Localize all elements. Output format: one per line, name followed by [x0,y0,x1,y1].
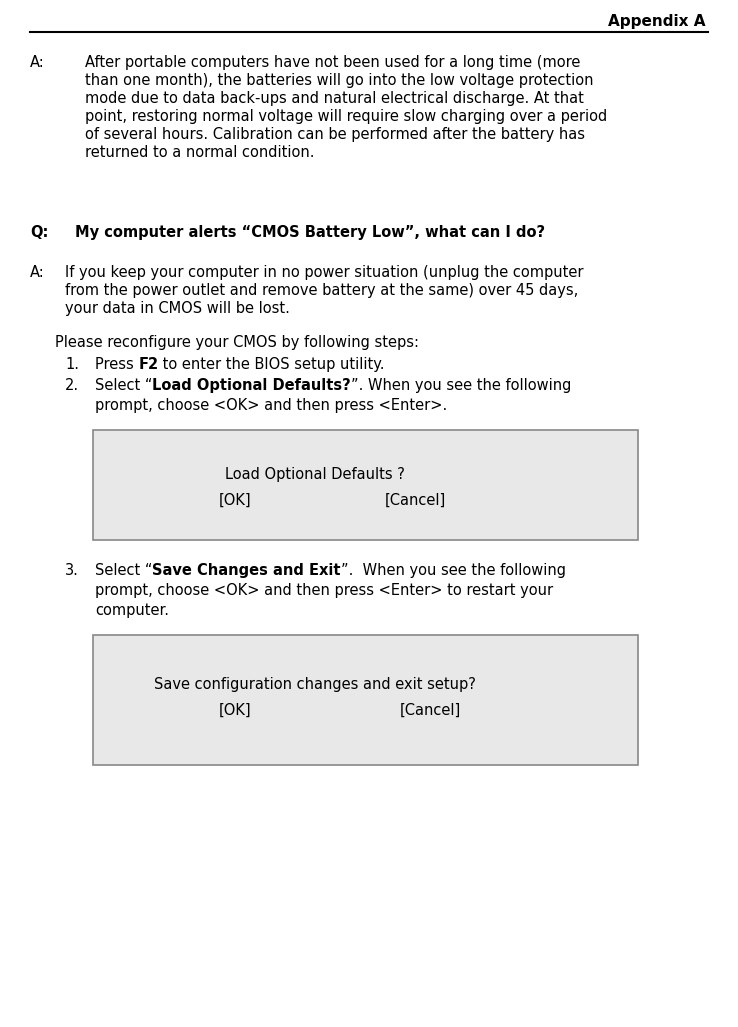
Text: Select “: Select “ [95,378,152,393]
Text: [OK]: [OK] [218,493,252,507]
Text: Load Optional Defaults ?: Load Optional Defaults ? [225,467,405,483]
FancyBboxPatch shape [93,430,638,540]
FancyBboxPatch shape [93,635,638,765]
Text: point, restoring normal voltage will require slow charging over a period: point, restoring normal voltage will req… [85,109,607,124]
Text: F2: F2 [139,357,159,372]
Text: 1.: 1. [65,357,79,372]
Text: ”.  When you see the following: ”. When you see the following [341,563,566,578]
Text: Select “: Select “ [95,563,152,578]
Text: of several hours. Calibration can be performed after the battery has: of several hours. Calibration can be per… [85,127,585,142]
Text: [Cancel]: [Cancel] [384,493,446,507]
Text: Load Optional Defaults?: Load Optional Defaults? [152,378,351,393]
Text: A:: A: [30,265,45,280]
Text: 3.: 3. [65,563,79,578]
Text: Please reconfigure your CMOS by following steps:: Please reconfigure your CMOS by followin… [55,335,419,350]
Text: Appendix A: Appendix A [607,14,705,29]
Text: your data in CMOS will be lost.: your data in CMOS will be lost. [65,301,290,316]
Text: mode due to data back-ups and natural electrical discharge. At that: mode due to data back-ups and natural el… [85,91,584,106]
Text: computer.: computer. [95,603,169,618]
Text: than one month), the batteries will go into the low voltage protection: than one month), the batteries will go i… [85,73,593,88]
Text: Press: Press [95,357,139,372]
Text: Q:: Q: [30,225,49,240]
Text: Save configuration changes and exit setup?: Save configuration changes and exit setu… [154,678,476,692]
Text: After portable computers have not been used for a long time (more: After portable computers have not been u… [85,55,580,70]
Text: returned to a normal condition.: returned to a normal condition. [85,145,314,160]
Text: to enter the BIOS setup utility.: to enter the BIOS setup utility. [159,357,385,372]
Text: Save Changes and Exit: Save Changes and Exit [152,563,341,578]
Text: prompt, choose <OK> and then press <Enter> to restart your: prompt, choose <OK> and then press <Ente… [95,583,553,598]
Text: [OK]: [OK] [218,702,252,718]
Text: [Cancel]: [Cancel] [399,702,461,718]
Text: from the power outlet and remove battery at the same) over 45 days,: from the power outlet and remove battery… [65,283,579,298]
Text: prompt, choose <OK> and then press <Enter>.: prompt, choose <OK> and then press <Ente… [95,398,447,413]
Text: 2.: 2. [65,378,79,393]
Text: ”. When you see the following: ”. When you see the following [351,378,571,393]
Text: If you keep your computer in no power situation (unplug the computer: If you keep your computer in no power si… [65,265,584,280]
Text: A:: A: [30,55,45,70]
Text: My computer alerts “CMOS Battery Low”, what can I do?: My computer alerts “CMOS Battery Low”, w… [75,225,545,240]
